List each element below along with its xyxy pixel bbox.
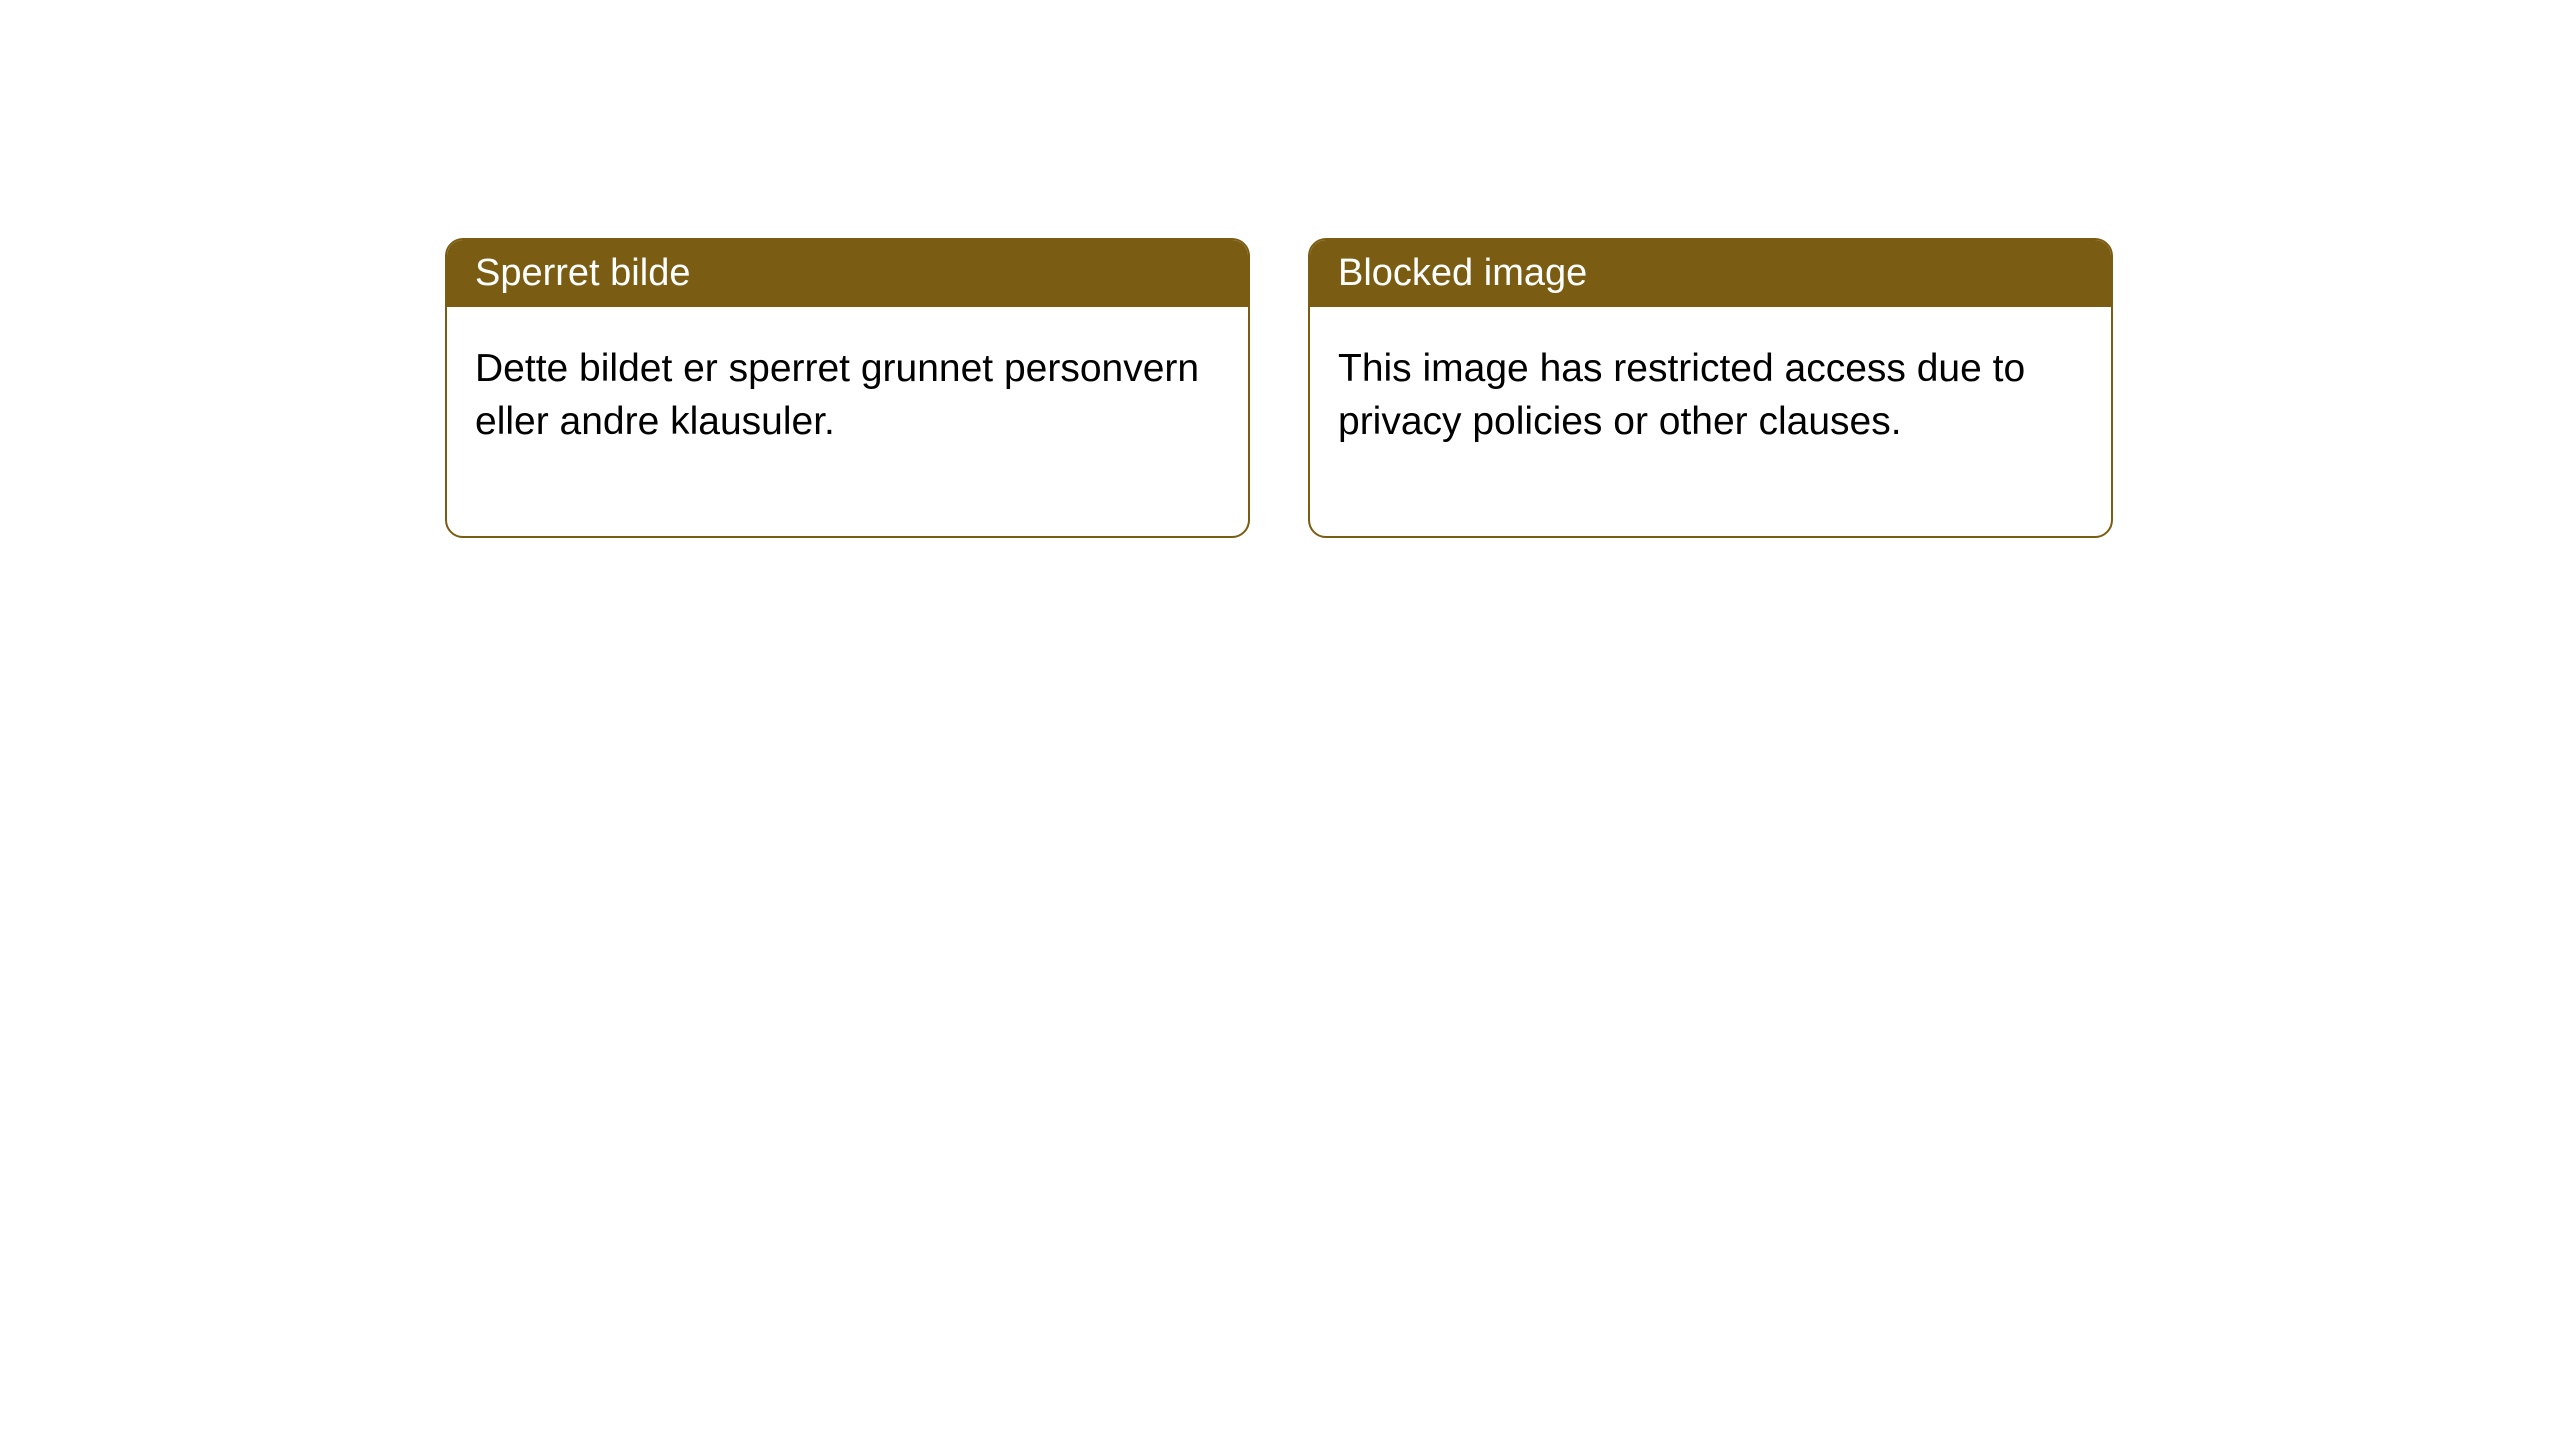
notice-header: Blocked image (1310, 240, 2111, 307)
notice-container: Sperret bilde Dette bildet er sperret gr… (445, 238, 2113, 538)
notice-body: Dette bildet er sperret grunnet personve… (447, 307, 1248, 536)
notice-body: This image has restricted access due to … (1310, 307, 2111, 536)
notice-box-english: Blocked image This image has restricted … (1308, 238, 2113, 538)
notice-box-norwegian: Sperret bilde Dette bildet er sperret gr… (445, 238, 1250, 538)
notice-header: Sperret bilde (447, 240, 1248, 307)
